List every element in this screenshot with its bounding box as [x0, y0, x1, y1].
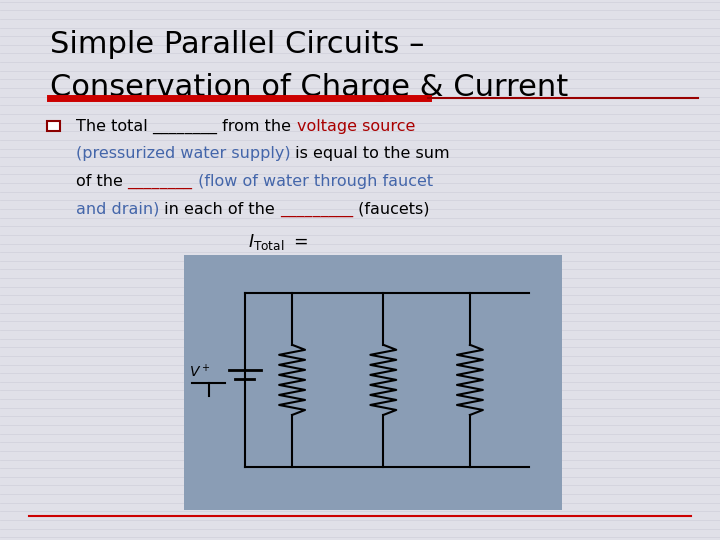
Text: voltage source: voltage source [297, 119, 415, 134]
Text: $I_{\mathrm{Total}}\ =$: $I_{\mathrm{Total}}\ =$ [248, 232, 308, 252]
Text: Simple Parallel Circuits –: Simple Parallel Circuits – [50, 30, 425, 59]
Text: and drain): and drain) [76, 202, 159, 217]
Text: ________: ________ [153, 119, 217, 134]
Text: The total: The total [76, 119, 153, 134]
Text: in each of the: in each of the [159, 202, 280, 217]
Text: ________: ________ [127, 174, 193, 189]
Bar [184, 255, 562, 510]
Text: $V^+$: $V^+$ [189, 363, 211, 381]
Text: is equal to the sum: is equal to the sum [290, 146, 450, 161]
Text: (pressurized water supply): (pressurized water supply) [76, 146, 290, 161]
Text: of the: of the [76, 174, 127, 189]
Text: Conservation of Charge & Current: Conservation of Charge & Current [50, 73, 569, 102]
Text: (flow of water through faucet: (flow of water through faucet [193, 174, 433, 189]
Text: from the: from the [217, 119, 297, 134]
Text: (faucets): (faucets) [353, 202, 429, 217]
Bar [47, 122, 60, 131]
Text: _________: _________ [280, 202, 353, 217]
